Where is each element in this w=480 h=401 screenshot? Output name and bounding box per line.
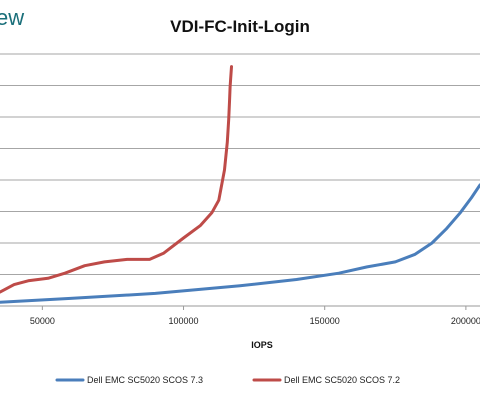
legend-label-1: Dell EMC SC5020 SCOS 7.3	[87, 375, 203, 385]
legend-label-2: Dell EMC SC5020 SCOS 7.2	[284, 375, 400, 385]
x-tick-label: 150000	[310, 316, 340, 326]
x-tick-label: 100000	[169, 316, 199, 326]
chart-title: VDI-FC-Init-Login	[170, 17, 310, 36]
brand-watermark-text: ew	[0, 5, 24, 30]
series-line-2	[0, 65, 233, 294]
x-tick-label: 50000	[30, 316, 55, 326]
legend: Dell EMC SC5020 SCOS 7.3 Dell EMC SC5020 …	[55, 375, 400, 385]
x-axis-title: IOPS	[251, 340, 273, 350]
x-tick-label: 200000	[451, 316, 480, 326]
gridlines	[0, 53, 480, 307]
x-axis-ticks: 50000 100000 150000 200000	[30, 306, 480, 326]
series-line-1	[0, 183, 480, 304]
series-lines	[0, 65, 480, 304]
